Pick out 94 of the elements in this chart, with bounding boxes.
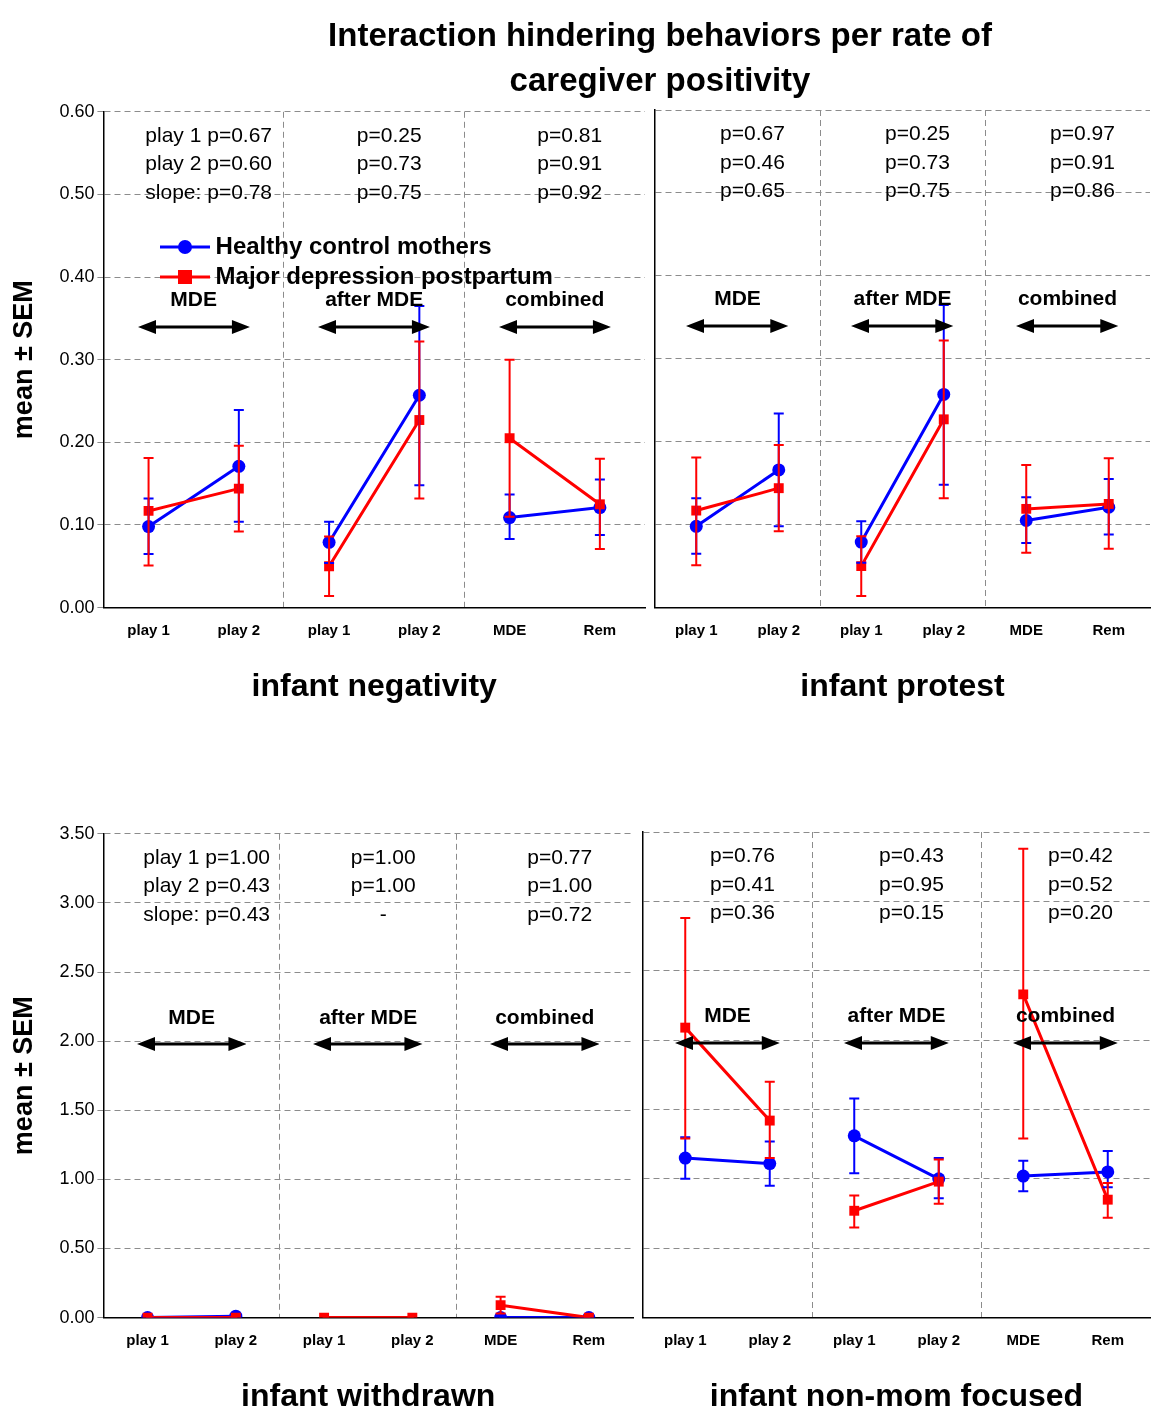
x-tick-label: play 2 [391, 1330, 434, 1348]
x-tick-label: MDE [483, 1330, 518, 1348]
x-tick-label: play 2 [757, 620, 801, 638]
annotation: combined [505, 286, 605, 310]
annotation: MDE [168, 1004, 216, 1028]
annotation: play 1 p=0.67 [145, 122, 273, 146]
y-axis-title: mean ± SEM [7, 996, 38, 1156]
annotation: p=0.95 [879, 871, 944, 895]
y-tick-label: 2.00 [59, 1030, 95, 1051]
x-tick-label: MDE [1009, 620, 1043, 638]
x-axis-title: infant non-mom focused [709, 1376, 1084, 1413]
annotation: - [379, 901, 387, 925]
annotation: p=0.76 [710, 843, 775, 866]
annotation: slope: p=0.78 [145, 179, 273, 203]
x-tick-label: play 2 [917, 1330, 961, 1348]
x-tick-label: MDE [1006, 1330, 1040, 1348]
x-tick-label: play 2 [748, 1330, 792, 1348]
annotation: p=0.42 [1048, 843, 1113, 866]
y-tick-label: 0.50 [59, 183, 95, 204]
x-tick-label: play 1 [674, 620, 718, 638]
annotation: p=0.41 [710, 871, 775, 895]
annotation: combined [495, 1004, 595, 1028]
y-tick-label: 0.00 [59, 1306, 95, 1327]
x-tick-label: play 1 [127, 620, 170, 638]
annotation: p=1.00 [527, 873, 593, 897]
x-axis-title: infant protest [800, 666, 1006, 703]
annotation: play 2 p=0.60 [145, 151, 273, 175]
x-tick-label: play 1 [839, 620, 883, 638]
annotation: MDE [704, 1003, 751, 1027]
annotation: slope: p=0.43 [143, 901, 271, 925]
annotation: p=0.91 [537, 151, 603, 175]
x-tick-label: play 2 [217, 620, 261, 638]
annotation: p=0.77 [527, 844, 593, 868]
x-tick-label: Rem [583, 620, 617, 638]
annotation: p=0.25 [885, 121, 950, 144]
y-tick-label: 0.50 [59, 1237, 95, 1258]
annotation: p=0.97 [1050, 121, 1115, 144]
y-tick-label: 0.40 [59, 266, 95, 287]
y-tick-label: 3.50 [59, 822, 95, 843]
x-tick-label: play 1 [302, 1330, 346, 1348]
annotation: MDE [714, 285, 761, 309]
annotation: play 2 p=0.43 [143, 873, 271, 897]
y-tick-label: 0.00 [59, 596, 95, 617]
legend-label: Major depression postpartum [215, 261, 553, 289]
chart-title: Interaction hindering behaviors per rate of caregiver positivity [327, 15, 993, 100]
x-tick-label: MDE [492, 620, 527, 638]
annotation: p=1.00 [350, 873, 416, 897]
annotation: p=0.73 [885, 149, 950, 173]
y-tick-label: 3.00 [59, 891, 95, 912]
annotation: p=0.46 [720, 149, 785, 173]
x-tick-label: Rem [1091, 1330, 1125, 1348]
y-tick-label: 0.10 [59, 513, 95, 534]
annotation: after MDE [847, 1003, 946, 1027]
annotation: p=0.73 [356, 151, 422, 175]
annotation: p=0.36 [710, 900, 775, 923]
annotation: p=0.86 [1050, 178, 1115, 201]
annotation: combined [1017, 285, 1118, 309]
annotation: p=0.43 [879, 843, 944, 866]
y-tick-label: 0.60 [59, 100, 95, 121]
annotation: p=0.25 [356, 122, 422, 146]
x-tick-label: play 1 [663, 1330, 707, 1348]
y-tick-label: 0.20 [59, 431, 95, 452]
x-axis-title: infant withdrawn [241, 1376, 496, 1413]
x-tick-label: Rem [1092, 620, 1126, 638]
x-tick-label: play 2 [922, 620, 966, 638]
annotation: p=0.65 [720, 178, 785, 201]
annotation: p=0.75 [356, 179, 422, 203]
x-axis-title: infant negativity [251, 666, 498, 703]
annotation: p=0.20 [1048, 900, 1113, 923]
annotation: after MDE [853, 285, 952, 309]
annotation: play 1 p=1.00 [143, 844, 271, 868]
annotation: p=0.15 [879, 900, 944, 923]
y-tick-label: 1.00 [59, 1168, 95, 1189]
annotation: p=0.81 [537, 122, 603, 146]
annotation: p=0.91 [1050, 149, 1115, 173]
legend-label: Healthy control mothers [215, 231, 492, 259]
x-tick-label: play 1 [126, 1330, 169, 1348]
annotation: p=1.00 [350, 844, 416, 868]
x-tick-label: play 2 [214, 1330, 258, 1348]
annotation: p=0.67 [720, 121, 785, 144]
annotation: MDE [170, 286, 217, 310]
annotation: after MDE [319, 1004, 418, 1028]
x-tick-label: play 1 [832, 1330, 876, 1348]
y-tick-label: 2.50 [59, 961, 95, 981]
x-tick-label: play 2 [398, 620, 441, 638]
y-tick-label: 1.50 [59, 1099, 95, 1120]
y-axis-title: mean ± SEM [7, 280, 38, 440]
x-tick-label: play 1 [307, 620, 351, 638]
annotation: p=0.52 [1048, 871, 1113, 895]
annotation: p=0.72 [527, 901, 593, 925]
annotation: p=0.75 [885, 178, 950, 201]
annotation: p=0.92 [537, 179, 603, 203]
y-tick-label: 0.30 [59, 348, 95, 369]
x-tick-label: Rem [572, 1330, 606, 1348]
